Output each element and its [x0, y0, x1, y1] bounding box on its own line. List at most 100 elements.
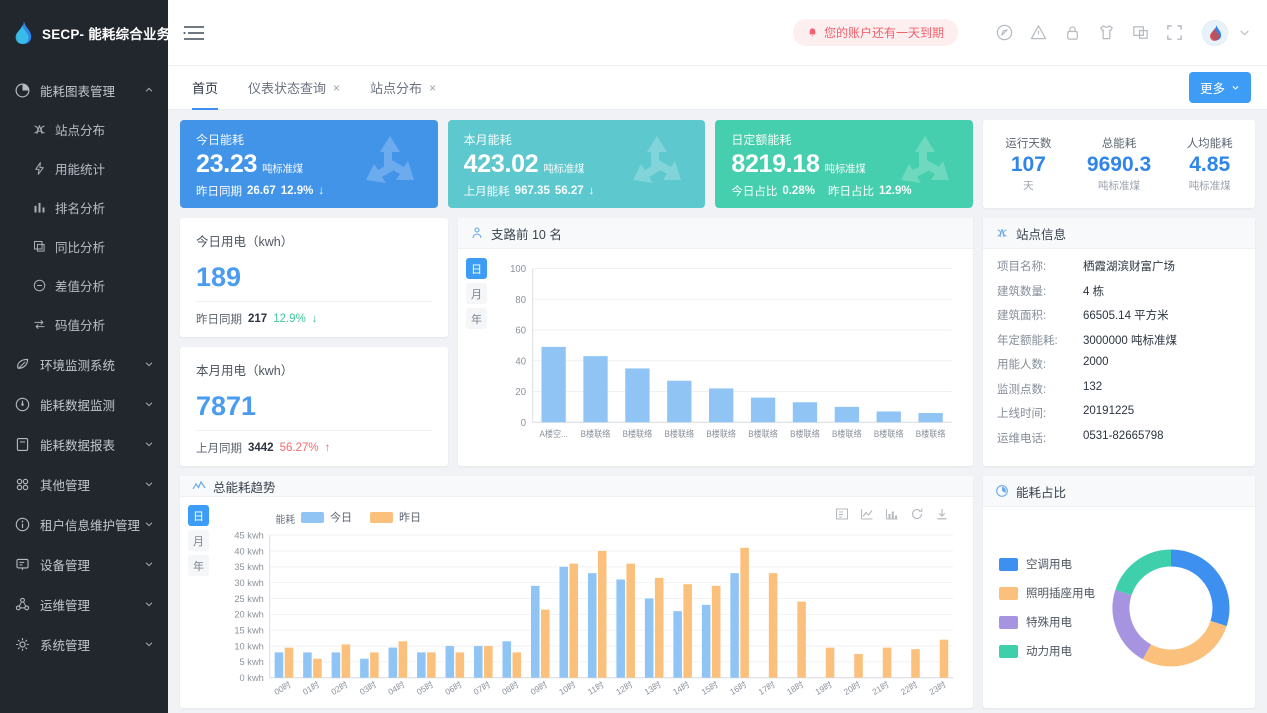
tab-meter-status[interactable]: 仪表状态查询 ×: [248, 66, 340, 110]
chevron-down-icon[interactable]: [1238, 26, 1251, 39]
metric-percent: 12.9%: [273, 313, 306, 325]
legend-item-yesterday[interactable]: 昨日: [370, 509, 421, 525]
flame-avatar-icon: [1209, 25, 1221, 41]
sidebar-item-yoy-analysis[interactable]: 同比分析: [0, 227, 168, 266]
account-expiry-notice[interactable]: 您的账户还有一天到期: [792, 19, 958, 46]
sidebar-item-label: 排名分析: [55, 202, 106, 216]
sidebar-group-environment[interactable]: 环境监测系统: [0, 344, 168, 384]
kpi-value: 23.23: [196, 150, 258, 178]
legend-item-today[interactable]: 今日: [301, 509, 352, 525]
branch-rank-chart[interactable]: 0 20 40 60 80 100 A楼空... B楼联络 B楼联络 B楼联络 B楼联络 B楼联络 B楼…: [487, 258, 963, 462]
bottom-row: 总能耗趋势 日 月 年 今日: [180, 476, 1255, 708]
sidebar-group-device-management[interactable]: 设备管理: [0, 544, 168, 584]
warning-triangle-icon[interactable]: [1029, 23, 1048, 42]
sidebar-group-other-management[interactable]: 其他管理: [0, 464, 168, 504]
kpi-unit: 吨标准煤: [262, 163, 303, 175]
tab-home[interactable]: 首页: [192, 66, 219, 110]
card-title: 支路前 10 名: [491, 227, 562, 242]
shirt-icon[interactable]: [1097, 23, 1116, 42]
info-key: 监测点数:: [997, 383, 1047, 396]
trend-toolbar: [835, 507, 949, 521]
close-icon[interactable]: ×: [429, 80, 437, 95]
close-icon[interactable]: ×: [333, 80, 341, 95]
sidebar-group-label: 能耗数据报表: [40, 438, 116, 453]
copy-window-icon[interactable]: [1131, 23, 1150, 42]
sidebar-menu: 能耗图表管理 站点分布 用能统计 排名分析: [0, 66, 168, 713]
donut-chart[interactable]: [1097, 544, 1245, 672]
donut-legend-item-power[interactable]: 动力用电: [999, 643, 1097, 659]
kpi-compare-value: 967.35: [514, 185, 550, 197]
download-icon[interactable]: [935, 507, 949, 521]
sidebar-item-code-analysis[interactable]: 码值分析: [0, 305, 168, 344]
sidebar-group-tenant-info[interactable]: 租户信息维护管理: [0, 504, 168, 544]
bar-chart-icon[interactable]: [885, 507, 899, 521]
lock-icon[interactable]: [1063, 23, 1082, 42]
avatar[interactable]: [1202, 19, 1228, 46]
kpi-card-month-energy[interactable]: 本月能耗 423.02 吨标准煤 上月能耗 967.35 56.27 ↓: [447, 120, 706, 208]
tab-station-distribution[interactable]: 站点分布 ×: [370, 66, 436, 110]
period-year[interactable]: 年: [466, 308, 487, 329]
line-chart-icon[interactable]: [860, 507, 874, 521]
svg-text:15时: 15时: [700, 679, 721, 697]
trend-chart[interactable]: 今日 昨日: [209, 505, 963, 706]
period-month[interactable]: 月: [466, 283, 487, 304]
info-circle-icon: [15, 517, 30, 531]
sidebar-group-label: 其他管理: [40, 478, 91, 493]
svg-text:11时: 11时: [586, 679, 606, 697]
sidebar-item-energy-statistics[interactable]: 用能统计: [0, 149, 168, 188]
info-key: 建筑面积:: [997, 310, 1047, 322]
data-view-icon[interactable]: [835, 507, 849, 521]
sidebar-group-system-management[interactable]: 系统管理: [0, 624, 168, 664]
sidebar-group-label: 环境监测系统: [40, 358, 116, 373]
svg-text:23时: 23时: [927, 679, 948, 697]
kpi-card-today-energy[interactable]: 今日能耗 23.23 吨标准煤 昨日同期 26.67 12.9% ↓: [180, 120, 438, 208]
sidebar-group-ops-management[interactable]: 运维管理: [0, 584, 168, 624]
middle-row: 今日用电（kwh） 189 昨日同期 217 12.9% ↓ 本月用电（kwh）…: [180, 218, 1255, 466]
station-info-list: 项目名称: 栖霞湖滨财富广场 建筑数量: 4 栋 建筑面积: 66505.14 …: [983, 249, 1255, 463]
sidebar-item-difference-analysis[interactable]: 差值分析: [0, 266, 168, 305]
legend-swatch: [999, 615, 1018, 629]
info-value: 2000: [1083, 356, 1109, 368]
more-button[interactable]: 更多: [1188, 72, 1251, 103]
metric-sub-label: 昨日同期: [196, 314, 242, 326]
svg-text:100: 100: [510, 264, 526, 276]
sidebar-item-station-distribution[interactable]: 站点分布: [0, 110, 168, 149]
metric-value: 7871: [196, 391, 257, 421]
svg-text:20时: 20时: [842, 679, 863, 697]
refresh-icon[interactable]: [910, 507, 924, 521]
sidebar-item-rank-analysis[interactable]: 排名分析: [0, 188, 168, 227]
svg-text:07时: 07时: [472, 679, 493, 697]
compass-icon[interactable]: [995, 23, 1014, 42]
sidebar-group-energy-charts[interactable]: 能耗图表管理: [0, 70, 168, 110]
donut-legend-item-special[interactable]: 特殊用电: [999, 614, 1097, 630]
period-day[interactable]: 日: [188, 505, 209, 527]
svg-text:05时: 05时: [415, 679, 436, 697]
brand-logo[interactable]: SECP- 能耗综合业务平台: [0, 0, 168, 66]
donut-legend-item-lighting[interactable]: 照明插座用电: [999, 585, 1097, 601]
svg-text:A楼空...: A楼空...: [539, 429, 567, 439]
hamburger-icon[interactable]: [182, 23, 206, 43]
sidebar-item-label: 站点分布: [55, 124, 106, 138]
notice-text: 您的账户还有一天到期: [823, 26, 944, 40]
info-value: 132: [1083, 380, 1103, 393]
period-day[interactable]: 日: [466, 258, 487, 279]
legend-label: 空调用电: [1026, 559, 1072, 571]
stat-unit: 吨标准煤: [1188, 180, 1231, 192]
svg-text:04时: 04时: [386, 679, 407, 697]
sidebar-group-energy-reports[interactable]: 能耗数据报表: [0, 424, 168, 464]
donut-legend-item-ac[interactable]: 空调用电: [999, 556, 1097, 572]
svg-text:08时: 08时: [500, 679, 521, 697]
fullscreen-icon[interactable]: [1165, 23, 1184, 42]
kpi-card-daily-quota-energy[interactable]: 日定额能耗 8219.18 吨标准煤 今日占比 0.28% 昨日占比 12.9%: [715, 120, 974, 208]
kpi-compare-value: 0.28%: [782, 185, 815, 197]
info-value: 66505.14 平方米: [1083, 310, 1169, 322]
kpi-compare-label: 昨日同期: [196, 186, 242, 198]
svg-text:22时: 22时: [899, 679, 920, 697]
sidebar-group-energy-monitoring[interactable]: 能耗数据监测: [0, 384, 168, 424]
legend-label: 动力用电: [1026, 646, 1072, 658]
period-month[interactable]: 月: [188, 530, 209, 552]
gear-icon: [16, 637, 29, 651]
trend-header: 总能耗趋势: [180, 476, 973, 498]
period-year[interactable]: 年: [188, 555, 209, 577]
svg-text:0 kwh: 0 kwh: [240, 672, 264, 683]
